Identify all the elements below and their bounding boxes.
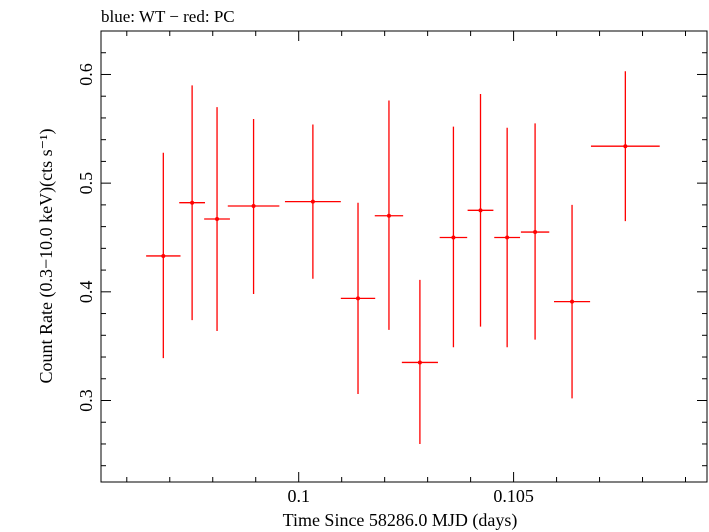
data-marker [417,360,422,365]
data-point [439,126,468,348]
data-marker [310,199,315,204]
data-marker [451,235,456,240]
data-marker [161,253,166,258]
data-point [494,127,521,348]
data-point [146,152,181,359]
data-point [179,85,206,321]
data-point [340,202,376,394]
axis-tick-labels: 0.1 0.105 0.3 0.4 0.5 0.6 [76,63,534,506]
data-point [590,71,660,222]
y-tick-label: 0.4 [76,281,96,304]
data-point [401,279,438,444]
data-point [520,123,550,340]
chart-title: blue: WT − red: PC [101,7,235,26]
data-marker [356,296,361,301]
axis-ticks [101,30,707,482]
data-marker [570,299,575,304]
x-axis-label: Time Since 58286.0 MJD (days) [283,510,518,531]
data-marker [478,208,483,213]
data-point [467,94,494,327]
data-marker [533,230,538,235]
y-tick-label: 0.5 [76,172,96,195]
data-points [146,71,660,444]
y-tick-label: 0.6 [76,63,96,86]
data-marker [386,213,391,218]
data-point [553,204,591,399]
x-tick-label: 0.105 [493,486,534,506]
plot-frame [100,30,708,483]
data-marker [215,217,220,222]
data-marker [190,200,195,205]
data-marker [251,203,256,208]
data-point [374,100,404,330]
data-marker [623,144,628,149]
y-tick-label: 0.3 [76,389,96,412]
data-point [227,119,280,294]
data-point [204,107,230,331]
data-marker [505,235,510,240]
y-axis-label: Count Rate (0.3−10.0 keV)(cts s⁻¹) [36,128,57,383]
x-tick-label: 0.1 [287,486,310,506]
data-point [284,124,341,279]
